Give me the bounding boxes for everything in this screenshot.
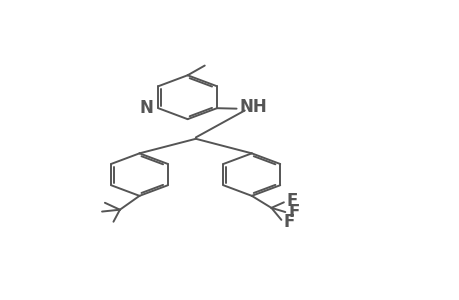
Text: F: F bbox=[286, 192, 297, 210]
Text: F: F bbox=[283, 213, 294, 231]
Text: NH: NH bbox=[239, 98, 266, 116]
Text: N: N bbox=[140, 99, 153, 117]
Text: F: F bbox=[287, 203, 299, 221]
